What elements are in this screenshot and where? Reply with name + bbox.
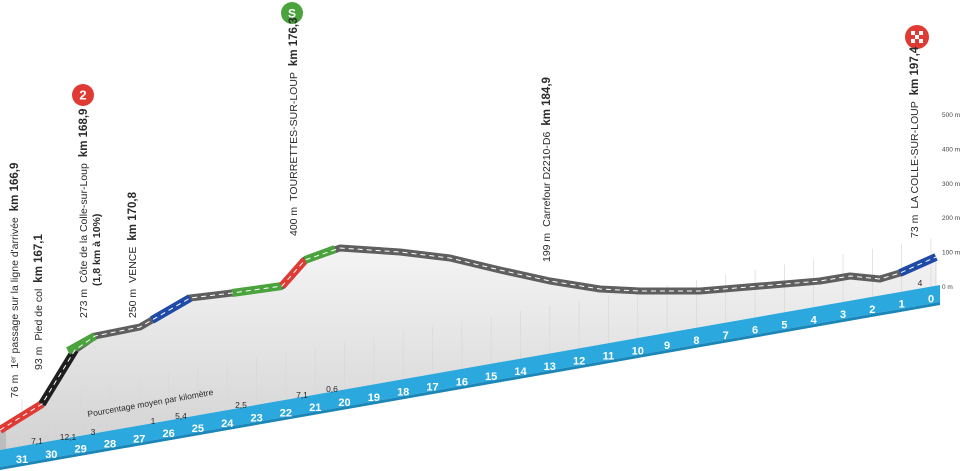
km-marker: 2 [869, 304, 875, 316]
waypoint-label: 76 m 1ᵉʳ passage sur la ligne d'arrivée km… [9, 163, 21, 398]
gradient-label: 7,1 [296, 390, 308, 400]
waypoint-altitude: 73 m [909, 214, 921, 238]
altitude-label: 500 m [942, 112, 960, 119]
km-marker: 4 [811, 314, 818, 326]
waypoint-km: km 184,9 [541, 77, 553, 126]
km-marker: 24 [221, 418, 234, 430]
km-marker: 10 [632, 345, 644, 357]
km-marker: 13 [544, 361, 556, 373]
km-marker: 12 [573, 356, 585, 368]
waypoint-km: km 197,4 [909, 46, 921, 95]
km-marker: 25 [192, 423, 204, 435]
waypoint-note: (1,8 km à 10%) [91, 214, 103, 286]
waypoint-label: 250 m VENCE km 170,8 [127, 191, 139, 318]
km-marker: 23 [250, 413, 262, 425]
sprint-badge-bg [281, 2, 303, 24]
finish-flag [905, 25, 929, 49]
waypoint-label: 73 m LA COLLE-SUR-LOUP km 197,4 [909, 46, 921, 238]
km-marker: 16 [456, 376, 468, 388]
km-marker: 29 [75, 444, 87, 456]
km-marker: 14 [514, 366, 527, 378]
km-marker: 1 [899, 299, 905, 311]
waypoint-name: LA COLLE-SUR-LOUP [909, 101, 921, 208]
gradient-label: 5,4 [175, 411, 187, 421]
km-marker: 5 [781, 319, 787, 331]
waypoint-altitude: 93 m [33, 346, 45, 370]
climb-badge-bg [72, 84, 94, 106]
waypoint-label: 400 m TOURRETTES-SUR-LOUP km 176,3 [288, 17, 300, 236]
waypoint-altitude: 273 m [78, 289, 90, 318]
sprint-badge: S [288, 7, 296, 21]
waypoint-name: VENCE [127, 247, 139, 283]
waypoint-altitude: 400 m [288, 207, 300, 236]
waypoint-name: Pied de col [33, 289, 45, 341]
waypoint-altitude: 250 m [127, 289, 139, 318]
waypoint-km: km 166,9 [9, 163, 21, 212]
km-marker: 9 [664, 340, 670, 352]
km-marker: 3 [840, 309, 846, 321]
waypoint-name: Carrefour D2210-D6 [541, 132, 553, 227]
altitude-label: 400 m [942, 146, 960, 153]
climb-badge: 2 [79, 88, 86, 103]
altitude-label: 0 m [942, 284, 953, 291]
altitude-label: 300 m [942, 181, 960, 188]
gradient-label: 7,1 [31, 436, 43, 446]
km-marker: 17 [426, 382, 438, 394]
gradient-label: 2,5 [235, 400, 247, 410]
km-marker: 27 [133, 433, 145, 445]
km-marker: 8 [693, 335, 699, 347]
km-marker: 7 [723, 330, 729, 342]
km-marker: 15 [485, 371, 497, 383]
km-marker: 6 [752, 325, 758, 337]
waypoint-km: km 168,9 [78, 109, 90, 158]
km-marker: 20 [338, 397, 350, 409]
altitude-label: 200 m [942, 215, 960, 222]
waypoint-name: TOURRETTES-SUR-LOUP [288, 72, 300, 201]
km-marker: 0 [928, 294, 934, 306]
km-marker: 31 [16, 454, 28, 466]
profile-face [0, 247, 937, 453]
waypoint-label: 199 m Carrefour D2210-D6 km 184,9 [541, 77, 553, 262]
waypoint-km: km 167,1 [33, 234, 45, 283]
ridge-dash [0, 247, 937, 431]
gradient-label: 0,6 [326, 384, 338, 394]
km-strip [0, 285, 940, 467]
gradient-label: 4 [918, 278, 923, 288]
gradient-label: 3 [91, 427, 96, 437]
climb-green [66, 332, 97, 355]
km-marker: 26 [162, 428, 174, 440]
km-marker: 18 [397, 387, 409, 399]
waypoint-altitude: 76 m [9, 374, 21, 398]
waypoint-name: Côte de la Colle-sur-Loup [78, 163, 90, 283]
altitude-label: 100 m [942, 250, 960, 257]
waypoint-altitude: 199 m [541, 233, 553, 262]
climb-red [0, 400, 45, 434]
km-marker: 11 [603, 350, 615, 362]
km-strip-edge [0, 302, 940, 470]
km-marker: 28 [104, 438, 116, 450]
profile-left-face [0, 427, 6, 452]
km-marker: 30 [45, 449, 57, 461]
waypoint-label: 273 m Côte de la Colle-sur-Loup km 168,9 [78, 109, 90, 318]
km-marker: 19 [368, 392, 380, 404]
km-marker: 21 [309, 402, 321, 414]
gradient-label: 1 [151, 416, 156, 426]
waypoint-name: 1ᵉʳ passage sur la ligne d'arrivée [9, 217, 21, 369]
km-marker: 22 [280, 407, 292, 419]
gradient-label: 12,1 [60, 432, 77, 442]
waypoint-km: km 170,8 [127, 191, 139, 240]
waypoint-label: 93 m Pied de col km 167,1 [33, 234, 45, 370]
waypoint-km: km 176,3 [288, 17, 300, 66]
